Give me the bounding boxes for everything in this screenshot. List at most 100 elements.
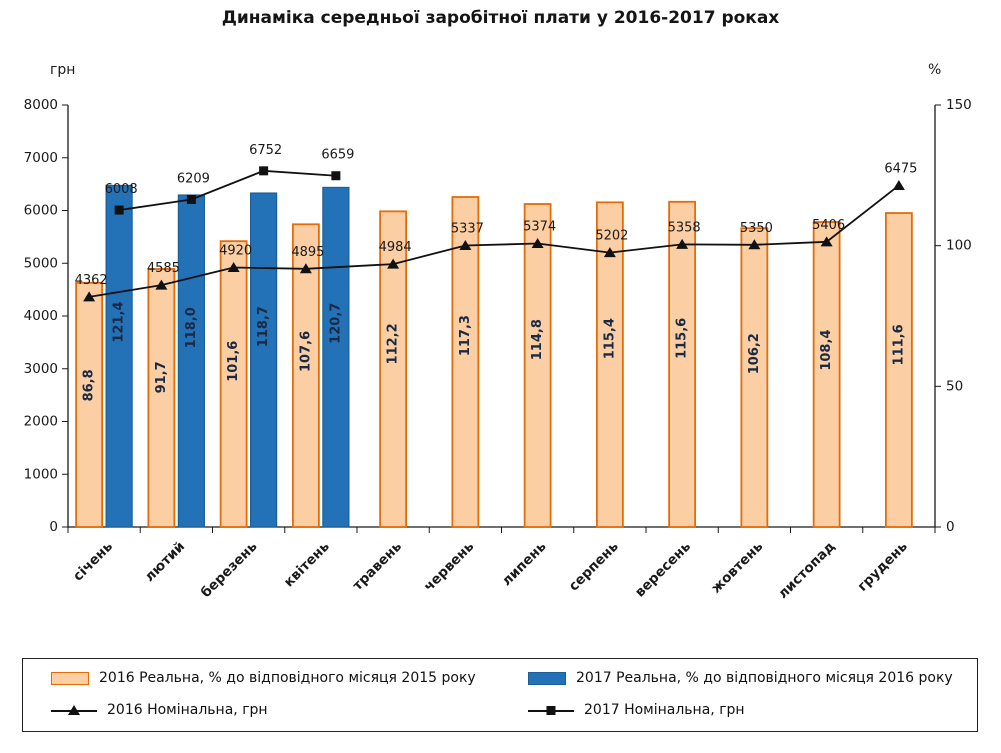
bar-value-label: 101,6: [226, 341, 241, 382]
bar-value-label: 106,2: [747, 333, 762, 374]
left-axis-tick-label: 4000: [24, 308, 58, 324]
left-axis-unit-label: грн: [50, 62, 76, 78]
x-axis-category-label: червень: [421, 539, 477, 595]
bar-value-label: 107,6: [298, 331, 313, 372]
bar-value-label: 115,4: [602, 318, 617, 359]
bar-2017-real: [177, 194, 205, 528]
right-axis-tick-label: 100: [946, 238, 972, 254]
x-axis-category-label: листопад: [775, 538, 839, 602]
point-value-label: 6475: [884, 161, 917, 176]
left-axis-tick-label: 1000: [24, 466, 58, 482]
point-value-label: 5358: [668, 220, 701, 235]
bar-value-label: 118,7: [256, 306, 271, 347]
point-value-label: 4585: [147, 261, 180, 276]
bar-value-label: 91,7: [154, 361, 169, 393]
x-axis-category-label: жовтень: [708, 539, 766, 597]
point-value-label: 5406: [812, 218, 845, 233]
point-value-label: 6659: [321, 148, 354, 163]
point-value-label: 6209: [177, 171, 210, 186]
triangle-marker-icon: [748, 239, 761, 250]
bar-value-label: 108,4: [819, 330, 834, 371]
point-value-label: 4920: [219, 243, 252, 258]
triangle-marker-icon: [299, 263, 312, 274]
right-axis-tick-label: 50: [946, 378, 963, 394]
bar-2016-real: [451, 196, 480, 528]
bar-value-label: 120,7: [328, 303, 343, 344]
line-2017-nominal: [118, 169, 336, 211]
triangle-line-marker-icon: [51, 704, 97, 717]
bar-2016-real: [740, 227, 769, 528]
triangle-marker-icon: [387, 258, 400, 269]
point-value-label: 6008: [105, 182, 138, 197]
left-axis-tick-label: 2000: [24, 414, 58, 430]
x-axis-category-label: грудень: [855, 539, 911, 595]
square-marker-icon: [114, 205, 124, 215]
square-line-marker-icon: [528, 705, 574, 717]
legend-label-2017-real: 2017 Реальна, % до відповідного місяця 2…: [576, 670, 953, 687]
bar-2016-real: [75, 281, 104, 528]
x-axis-category-label: квітень: [281, 539, 333, 591]
x-axis-category-label: вересень: [632, 539, 694, 601]
bar-value-label: 114,8: [530, 319, 545, 360]
bar-value-label: 111,6: [891, 324, 906, 365]
triangle-marker-icon: [227, 261, 240, 272]
bar-value-label: 121,4: [112, 302, 127, 343]
bar-value-label: 117,3: [458, 315, 473, 356]
legend-label-2016-real: 2016 Реальна, % до відповідного місяця 2…: [99, 670, 476, 687]
left-axis-tick-label: 5000: [24, 255, 58, 271]
triangle-marker-icon: [531, 238, 544, 249]
right-axis-tick-label: 0: [946, 519, 955, 535]
x-axis-category-label: січень: [70, 539, 116, 585]
left-axis-tick-label: 0: [49, 519, 58, 535]
x-axis-category-label: травень: [350, 539, 405, 594]
chart-title: Динаміка середньої заробітної плати у 20…: [221, 8, 780, 28]
left-axis-tick-label: 7000: [24, 150, 58, 166]
legend-label-2016-nominal: 2016 Номінальна, грн: [107, 702, 268, 719]
bar-2017-real: [250, 192, 278, 528]
left-axis-tick-label: 3000: [24, 361, 58, 377]
x-axis-category-label: серпень: [566, 539, 622, 595]
bar-2016-real: [884, 212, 913, 528]
point-value-label: 5350: [740, 221, 773, 236]
bar-2016-real: [219, 240, 248, 528]
bar-2017-real: [105, 184, 133, 528]
left-axis-tick-label: 6000: [24, 203, 58, 219]
left-axis-tick-label: 8000: [24, 97, 58, 113]
bar-2016-real: [523, 203, 552, 528]
point-value-label: 5202: [595, 229, 628, 244]
point-value-label: 4895: [291, 245, 324, 260]
bar-value-label: 118,0: [184, 307, 199, 348]
point-value-label: 6752: [249, 143, 282, 158]
legend-item-2016-nominal: 2016 Номінальна, грн: [23, 702, 500, 719]
right-axis-unit-label: %: [928, 62, 942, 78]
right-axis-tick-label: 150: [946, 97, 972, 113]
bar-2017-real: [322, 186, 350, 528]
x-axis-category-label: лютий: [142, 539, 189, 586]
bar-value-label: 112,2: [386, 323, 401, 364]
point-value-label: 5337: [451, 221, 484, 236]
triangle-marker-icon: [459, 239, 472, 250]
bar-2016-real: [812, 221, 841, 528]
legend-item-2017-nominal: 2017 Номінальна, грн: [500, 702, 977, 719]
chart-legend: 2016 Реальна, % до відповідного місяця 2…: [22, 658, 978, 732]
triangle-marker-icon: [155, 279, 168, 290]
bar-2016-real: [668, 200, 697, 528]
triangle-marker-icon: [820, 236, 833, 247]
triangle-marker-icon: [603, 247, 616, 258]
square-marker-icon: [259, 166, 269, 176]
blue-bar-swatch-icon: [528, 672, 566, 686]
bar-2016-real: [147, 268, 176, 528]
point-value-label: 4984: [379, 240, 412, 255]
bar-2016-real: [291, 223, 320, 528]
x-axis-category-label: березень: [198, 539, 260, 601]
triangle-marker-icon: [83, 291, 96, 302]
line-2016-nominal: [88, 184, 900, 298]
legend-label-2017-nominal: 2017 Номінальна, грн: [584, 702, 745, 719]
triangle-marker-icon: [892, 179, 905, 190]
x-axis-category-label: липень: [499, 539, 550, 590]
square-marker-icon: [186, 194, 196, 204]
legend-item-2017-real: 2017 Реальна, % до відповідного місяця 2…: [500, 670, 977, 687]
triangle-marker-icon: [676, 238, 689, 249]
square-marker-icon: [331, 171, 341, 181]
